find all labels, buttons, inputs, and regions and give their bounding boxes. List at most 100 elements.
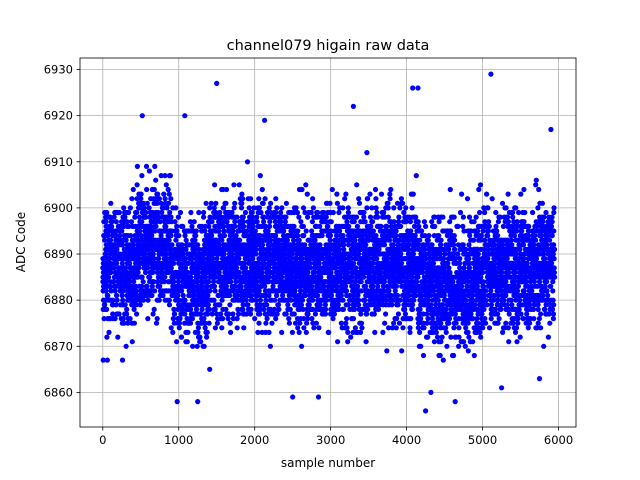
data-point (223, 265, 230, 271)
data-point (196, 209, 202, 216)
data-point (420, 352, 427, 359)
data-point (550, 251, 556, 257)
data-point (209, 219, 215, 225)
data-point (447, 269, 453, 276)
data-point (195, 399, 201, 405)
data-point (521, 288, 527, 294)
data-point (447, 219, 453, 225)
data-point (104, 279, 110, 285)
data-point (385, 214, 391, 220)
data-point (413, 173, 419, 179)
data-point (536, 316, 543, 322)
data-point (415, 274, 421, 280)
data-point (367, 214, 374, 220)
data-point (129, 196, 135, 202)
data-point (169, 242, 175, 248)
data-point (106, 329, 112, 335)
data-point (382, 320, 388, 326)
data-point (130, 186, 136, 193)
data-point (465, 320, 471, 326)
data-point (500, 329, 506, 335)
data-point (476, 186, 482, 193)
data-point (446, 246, 452, 252)
data-point (381, 242, 388, 248)
data-point (180, 292, 186, 299)
data-point (393, 233, 399, 239)
data-point (267, 223, 273, 229)
data-point (305, 214, 311, 220)
data-point (221, 228, 227, 234)
data-point (189, 316, 195, 322)
data-point (544, 279, 550, 285)
data-point (115, 334, 121, 340)
data-point (195, 269, 201, 276)
data-point (317, 242, 323, 248)
data-point (218, 311, 224, 317)
data-point (410, 85, 416, 91)
data-point (191, 283, 197, 289)
data-point (299, 343, 305, 349)
data-point (365, 306, 371, 312)
data-point (551, 228, 557, 234)
data-point (209, 311, 215, 317)
data-point (401, 209, 407, 216)
data-point (114, 297, 120, 303)
data-point (242, 209, 249, 216)
x-tick-label: 4000 (392, 433, 421, 447)
data-point (509, 209, 516, 216)
data-point (174, 228, 180, 234)
data-point (120, 297, 126, 303)
data-point (236, 269, 242, 276)
data-point (365, 196, 371, 202)
data-point (549, 260, 555, 266)
data-point (483, 320, 489, 326)
data-point (237, 237, 243, 243)
data-point (143, 214, 149, 220)
data-point (133, 302, 139, 308)
data-point (195, 325, 201, 331)
data-point (397, 205, 403, 211)
data-point (252, 228, 258, 234)
data-point (342, 196, 348, 202)
data-point (283, 214, 289, 220)
data-point (309, 316, 315, 322)
data-point (363, 242, 369, 248)
data-point (351, 260, 357, 266)
data-point (188, 274, 194, 280)
data-point (345, 302, 351, 308)
data-point (243, 297, 249, 303)
data-point (324, 297, 330, 303)
data-point (182, 311, 188, 317)
data-point (139, 219, 145, 225)
data-point (549, 306, 556, 312)
data-point (196, 246, 202, 252)
data-point (381, 279, 387, 285)
data-point (191, 292, 197, 299)
data-point (471, 219, 477, 225)
data-point (316, 325, 322, 331)
data-point (154, 200, 160, 206)
data-point (259, 186, 265, 193)
data-point (438, 320, 444, 326)
data-point (423, 223, 429, 229)
data-point (423, 408, 429, 414)
data-point (457, 209, 464, 216)
data-point (542, 283, 548, 289)
data-point (309, 283, 315, 289)
data-point (138, 196, 144, 202)
data-point (139, 173, 145, 179)
data-point (172, 219, 178, 225)
x-tick-label: 6000 (544, 433, 573, 447)
data-point (212, 306, 218, 312)
data-point (125, 209, 132, 216)
data-point (103, 219, 109, 225)
data-point (104, 209, 110, 216)
data-point (495, 320, 501, 326)
data-point (430, 260, 437, 266)
data-point (236, 256, 242, 262)
data-point (210, 256, 216, 262)
data-point (407, 329, 413, 335)
data-point (166, 302, 173, 308)
data-point (157, 219, 163, 225)
data-point (468, 311, 474, 317)
